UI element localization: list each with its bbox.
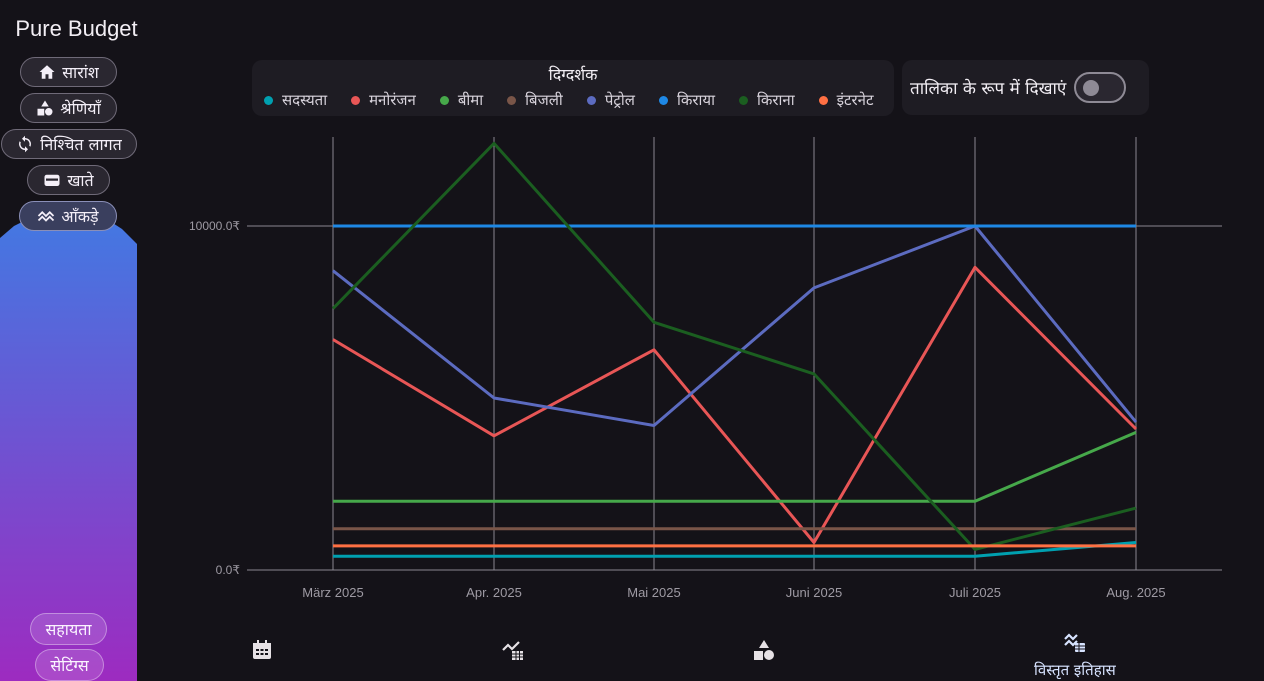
sidebar: Pure Budget सारांश श्रेणियाँ निश्चित लाग… — [0, 0, 138, 681]
legend-item[interactable]: इंटरनेट — [818, 90, 874, 110]
legend-dot — [264, 95, 273, 105]
series-line — [332, 265, 1138, 544]
settings-button[interactable]: सेटिंग्स — [35, 649, 104, 681]
nav-accounts[interactable]: खाते — [27, 165, 110, 195]
legend-item[interactable]: मनोरंजन — [351, 90, 416, 110]
chart-icon — [37, 207, 55, 225]
legend-dot — [738, 95, 748, 105]
legend-item[interactable]: सदस्यता — [264, 90, 327, 110]
x-tick-label: Aug. 2025 — [1106, 585, 1165, 600]
nav-summary[interactable]: सारांश — [20, 57, 117, 87]
app-title: Pure Budget — [15, 16, 138, 41]
series-line — [332, 224, 1138, 427]
x-tick-label: März 2025 — [302, 585, 363, 600]
detailed-history-icon — [1063, 630, 1087, 658]
legend-items: सदस्यता मनोरंजन बीमा बिजली पेट्रोल किराया किरा… — [264, 90, 898, 110]
nav-label-categories: श्रेणियाँ — [60, 99, 101, 118]
help-button[interactable]: सहायता — [30, 613, 107, 645]
nav-label-summary: सारांश — [62, 63, 99, 82]
legend-dot — [507, 95, 517, 105]
tab-trend-table[interactable] — [501, 638, 525, 666]
legend-item[interactable]: पेट्रोल — [586, 90, 635, 110]
tab-calendar[interactable] — [250, 638, 274, 666]
nav-fixed-costs[interactable]: निश्चित लागत — [1, 129, 137, 159]
nav-label-fixed-costs: निश्चित लागत — [40, 135, 122, 154]
x-tick-label: Mai 2025 — [627, 585, 680, 600]
legend-label: इंटरनेट — [836, 91, 874, 109]
wallet-icon — [43, 171, 61, 189]
series-line — [331, 141, 1137, 551]
trend-table-icon — [501, 638, 525, 666]
legend-label: किराना — [756, 91, 795, 109]
categories-icon — [752, 638, 776, 666]
tab-label-detailed-history: विस्तृत इतिहास — [1034, 661, 1116, 679]
x-tick-label: Apr. 2025 — [466, 585, 522, 600]
series-line — [333, 541, 1137, 558]
tab-detailed-history[interactable]: विस्तृत इतिहास — [1034, 630, 1116, 680]
legend-item[interactable]: किराया — [658, 90, 715, 110]
legend-label: किराया — [676, 91, 715, 109]
calendar-icon — [250, 638, 274, 666]
y-tick-label: 10000.0₹ — [189, 219, 240, 233]
nav-statistics[interactable]: आँकड़े — [19, 201, 117, 231]
table-toggle-switch[interactable] — [1074, 72, 1127, 103]
legend-dot — [658, 95, 668, 105]
chart-legend: दिग्दर्शक सदस्यता मनोरंजन बीमा बिजली पेट्रोल… — [252, 60, 894, 116]
legend-dot — [818, 95, 828, 105]
legend-label: मनोरंजन — [369, 91, 416, 109]
sync-icon — [16, 135, 34, 153]
legend-label: बीमा — [457, 91, 484, 109]
tab-categories[interactable] — [752, 638, 776, 666]
home-icon — [38, 63, 56, 81]
nav-label-accounts: खाते — [67, 171, 94, 190]
nav-categories[interactable]: श्रेणियाँ — [20, 93, 117, 123]
legend-title: दिग्दर्शक — [548, 65, 598, 84]
legend-item[interactable]: बिजली — [507, 90, 563, 110]
legend-dot — [351, 95, 361, 105]
x-tick-label: Juni 2025 — [786, 585, 842, 600]
y-tick-label: 0.0₹ — [216, 563, 241, 577]
series-line — [333, 431, 1137, 503]
table-toggle-panel: तालिका के रूप में दिखाएं — [902, 60, 1149, 115]
legend-label: सदस्यता — [282, 91, 328, 109]
legend-label: बिजली — [525, 91, 563, 109]
legend-item[interactable]: किराना — [738, 90, 795, 110]
categories-icon — [36, 99, 54, 117]
legend-label: पेट्रोल — [604, 91, 635, 109]
toggle-knob — [1083, 80, 1100, 96]
x-tick-label: Juli 2025 — [949, 585, 1001, 600]
table-toggle-label: तालिका के रूप में दिखाएं — [910, 79, 1067, 99]
legend-dot — [586, 95, 596, 105]
nav-label-statistics: आँकड़े — [61, 207, 99, 226]
legend-dot — [439, 95, 449, 105]
legend-item[interactable]: बीमा — [439, 90, 484, 110]
